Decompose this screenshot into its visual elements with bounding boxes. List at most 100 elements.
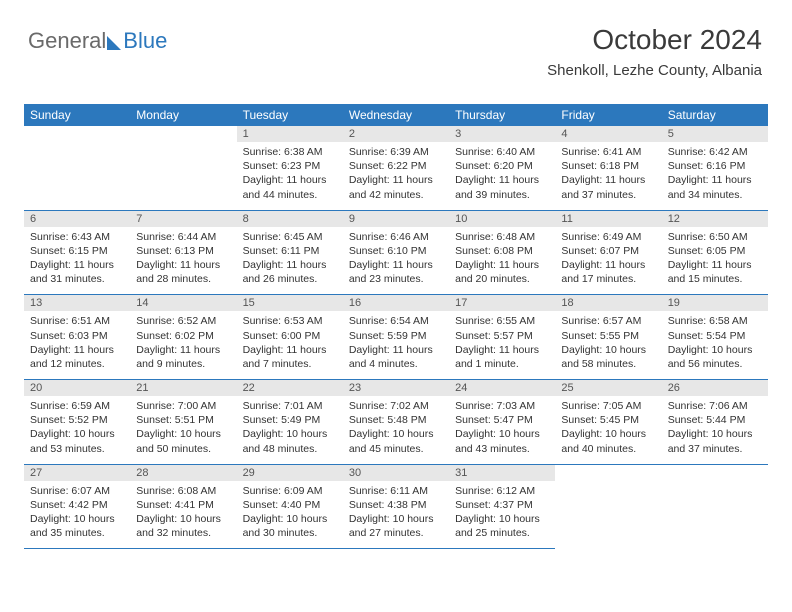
day-number: 10 <box>449 211 555 227</box>
calendar-cell: 1Sunrise: 6:38 AMSunset: 6:23 PMDaylight… <box>237 126 343 210</box>
day-number: 6 <box>24 211 130 227</box>
day-body: Sunrise: 6:51 AMSunset: 6:03 PMDaylight:… <box>24 311 130 379</box>
sunset-text: Sunset: 5:49 PM <box>243 413 337 427</box>
day-number: 1 <box>237 126 343 142</box>
calendar-cell: 8Sunrise: 6:45 AMSunset: 6:11 PMDaylight… <box>237 210 343 295</box>
logo-text-blue: Blue <box>123 28 167 54</box>
calendar-cell: 26Sunrise: 7:06 AMSunset: 5:44 PMDayligh… <box>662 380 768 465</box>
calendar-cell: 13Sunrise: 6:51 AMSunset: 6:03 PMDayligh… <box>24 295 130 380</box>
day-number: 30 <box>343 465 449 481</box>
sail-icon <box>107 36 121 50</box>
sunrise-text: Sunrise: 6:11 AM <box>349 484 443 498</box>
sunrise-text: Sunrise: 6:45 AM <box>243 230 337 244</box>
day-number: 27 <box>24 465 130 481</box>
day-body: Sunrise: 6:58 AMSunset: 5:54 PMDaylight:… <box>662 311 768 379</box>
sunrise-text: Sunrise: 6:55 AM <box>455 314 549 328</box>
day-body: Sunrise: 7:05 AMSunset: 5:45 PMDaylight:… <box>555 396 661 464</box>
calendar-week-row: 1Sunrise: 6:38 AMSunset: 6:23 PMDaylight… <box>24 126 768 210</box>
day-body: Sunrise: 7:03 AMSunset: 5:47 PMDaylight:… <box>449 396 555 464</box>
daylight-text: Daylight: 10 hours and 43 minutes. <box>455 427 549 455</box>
daylight-text: Daylight: 11 hours and 26 minutes. <box>243 258 337 286</box>
calendar-cell: 18Sunrise: 6:57 AMSunset: 5:55 PMDayligh… <box>555 295 661 380</box>
daylight-text: Daylight: 11 hours and 37 minutes. <box>561 173 655 201</box>
day-body: Sunrise: 6:43 AMSunset: 6:15 PMDaylight:… <box>24 227 130 295</box>
day-number: 13 <box>24 295 130 311</box>
calendar-cell: 25Sunrise: 7:05 AMSunset: 5:45 PMDayligh… <box>555 380 661 465</box>
calendar-cell: 16Sunrise: 6:54 AMSunset: 5:59 PMDayligh… <box>343 295 449 380</box>
sunrise-text: Sunrise: 6:59 AM <box>30 399 124 413</box>
calendar-cell: 2Sunrise: 6:39 AMSunset: 6:22 PMDaylight… <box>343 126 449 210</box>
day-number: 25 <box>555 380 661 396</box>
sunrise-text: Sunrise: 6:41 AM <box>561 145 655 159</box>
sunrise-text: Sunrise: 6:40 AM <box>455 145 549 159</box>
calendar-cell: 11Sunrise: 6:49 AMSunset: 6:07 PMDayligh… <box>555 210 661 295</box>
daylight-text: Daylight: 11 hours and 28 minutes. <box>136 258 230 286</box>
header: October 2024 Shenkoll, Lezhe County, Alb… <box>547 24 762 79</box>
sunset-text: Sunset: 6:08 PM <box>455 244 549 258</box>
sunrise-text: Sunrise: 6:38 AM <box>243 145 337 159</box>
sunset-text: Sunset: 6:20 PM <box>455 159 549 173</box>
sunrise-text: Sunrise: 6:51 AM <box>30 314 124 328</box>
day-number: 3 <box>449 126 555 142</box>
weekday-header: Friday <box>555 104 661 126</box>
weekday-header: Monday <box>130 104 236 126</box>
calendar-week-row: 13Sunrise: 6:51 AMSunset: 6:03 PMDayligh… <box>24 295 768 380</box>
calendar-cell: 20Sunrise: 6:59 AMSunset: 5:52 PMDayligh… <box>24 380 130 465</box>
day-number: 8 <box>237 211 343 227</box>
daylight-text: Daylight: 10 hours and 32 minutes. <box>136 512 230 540</box>
day-number: 15 <box>237 295 343 311</box>
day-body: Sunrise: 6:48 AMSunset: 6:08 PMDaylight:… <box>449 227 555 295</box>
daylight-text: Daylight: 10 hours and 30 minutes. <box>243 512 337 540</box>
calendar-cell: 7Sunrise: 6:44 AMSunset: 6:13 PMDaylight… <box>130 210 236 295</box>
calendar-cell: 5Sunrise: 6:42 AMSunset: 6:16 PMDaylight… <box>662 126 768 210</box>
calendar-cell: 14Sunrise: 6:52 AMSunset: 6:02 PMDayligh… <box>130 295 236 380</box>
day-number: 9 <box>343 211 449 227</box>
sunset-text: Sunset: 6:07 PM <box>561 244 655 258</box>
daylight-text: Daylight: 11 hours and 15 minutes. <box>668 258 762 286</box>
calendar-cell: 9Sunrise: 6:46 AMSunset: 6:10 PMDaylight… <box>343 210 449 295</box>
day-body: Sunrise: 6:07 AMSunset: 4:42 PMDaylight:… <box>24 481 130 549</box>
weekday-header-row: Sunday Monday Tuesday Wednesday Thursday… <box>24 104 768 126</box>
day-number: 21 <box>130 380 236 396</box>
day-body: Sunrise: 6:12 AMSunset: 4:37 PMDaylight:… <box>449 481 555 549</box>
calendar-cell: 12Sunrise: 6:50 AMSunset: 6:05 PMDayligh… <box>662 210 768 295</box>
sunset-text: Sunset: 6:13 PM <box>136 244 230 258</box>
calendar-cell: 21Sunrise: 7:00 AMSunset: 5:51 PMDayligh… <box>130 380 236 465</box>
day-number: 17 <box>449 295 555 311</box>
day-body: Sunrise: 7:00 AMSunset: 5:51 PMDaylight:… <box>130 396 236 464</box>
sunset-text: Sunset: 4:40 PM <box>243 498 337 512</box>
day-body: Sunrise: 6:09 AMSunset: 4:40 PMDaylight:… <box>237 481 343 549</box>
sunset-text: Sunset: 5:59 PM <box>349 329 443 343</box>
day-body: Sunrise: 6:46 AMSunset: 6:10 PMDaylight:… <box>343 227 449 295</box>
sunset-text: Sunset: 5:44 PM <box>668 413 762 427</box>
sunrise-text: Sunrise: 6:48 AM <box>455 230 549 244</box>
day-body: Sunrise: 6:52 AMSunset: 6:02 PMDaylight:… <box>130 311 236 379</box>
day-body: Sunrise: 6:44 AMSunset: 6:13 PMDaylight:… <box>130 227 236 295</box>
sunrise-text: Sunrise: 6:49 AM <box>561 230 655 244</box>
daylight-text: Daylight: 10 hours and 48 minutes. <box>243 427 337 455</box>
sunset-text: Sunset: 4:42 PM <box>30 498 124 512</box>
day-body: Sunrise: 6:39 AMSunset: 6:22 PMDaylight:… <box>343 142 449 210</box>
calendar-cell: 15Sunrise: 6:53 AMSunset: 6:00 PMDayligh… <box>237 295 343 380</box>
calendar-week-row: 20Sunrise: 6:59 AMSunset: 5:52 PMDayligh… <box>24 380 768 465</box>
daylight-text: Daylight: 10 hours and 53 minutes. <box>30 427 124 455</box>
daylight-text: Daylight: 11 hours and 17 minutes. <box>561 258 655 286</box>
day-body: Sunrise: 6:42 AMSunset: 6:16 PMDaylight:… <box>662 142 768 210</box>
weekday-header: Thursday <box>449 104 555 126</box>
sunset-text: Sunset: 4:41 PM <box>136 498 230 512</box>
daylight-text: Daylight: 11 hours and 1 minute. <box>455 343 549 371</box>
sunset-text: Sunset: 6:18 PM <box>561 159 655 173</box>
sunrise-text: Sunrise: 7:02 AM <box>349 399 443 413</box>
daylight-text: Daylight: 10 hours and 45 minutes. <box>349 427 443 455</box>
calendar-cell: 10Sunrise: 6:48 AMSunset: 6:08 PMDayligh… <box>449 210 555 295</box>
sunrise-text: Sunrise: 7:00 AM <box>136 399 230 413</box>
calendar-cell: 30Sunrise: 6:11 AMSunset: 4:38 PMDayligh… <box>343 464 449 549</box>
calendar-cell: 3Sunrise: 6:40 AMSunset: 6:20 PMDaylight… <box>449 126 555 210</box>
calendar-cell: 27Sunrise: 6:07 AMSunset: 4:42 PMDayligh… <box>24 464 130 549</box>
day-number: 23 <box>343 380 449 396</box>
weekday-header: Saturday <box>662 104 768 126</box>
daylight-text: Daylight: 11 hours and 23 minutes. <box>349 258 443 286</box>
sunset-text: Sunset: 5:47 PM <box>455 413 549 427</box>
sunrise-text: Sunrise: 6:54 AM <box>349 314 443 328</box>
sunrise-text: Sunrise: 6:46 AM <box>349 230 443 244</box>
